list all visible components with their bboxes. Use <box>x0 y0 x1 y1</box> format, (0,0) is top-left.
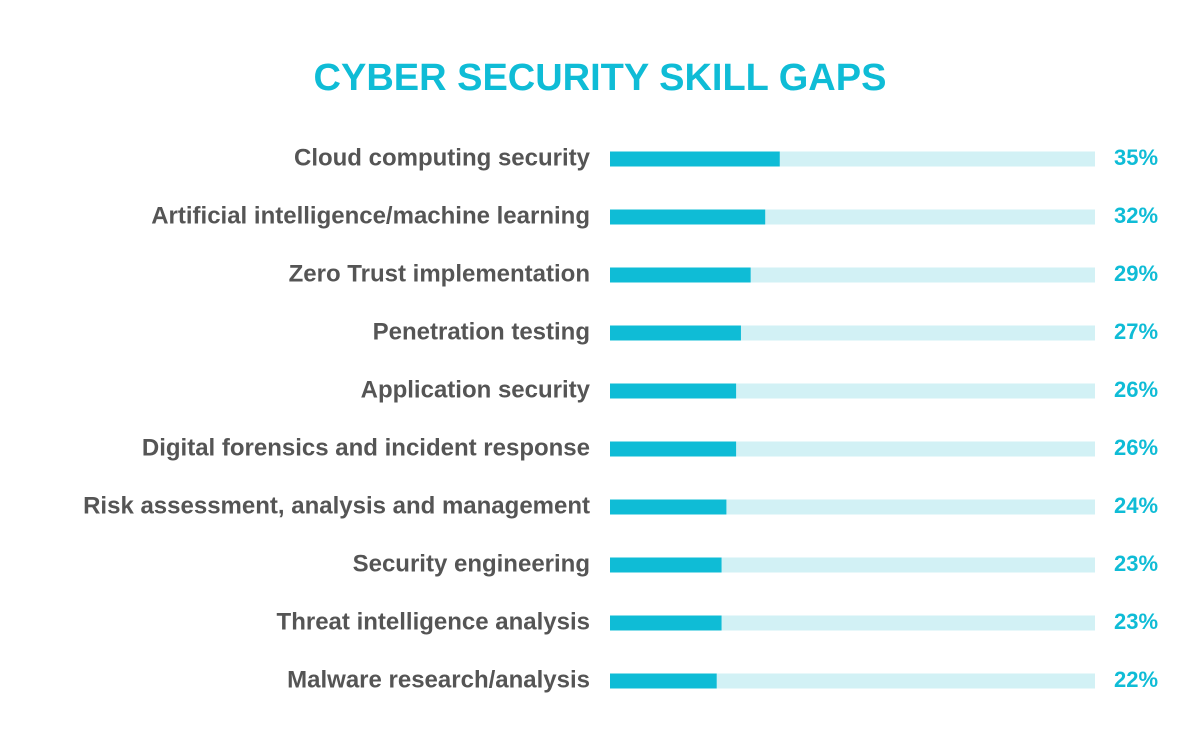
value-label: 26% <box>1114 377 1158 402</box>
bar-track <box>610 673 1095 689</box>
category-label: Penetration testing <box>373 318 590 345</box>
category-label: Malware research/analysis <box>287 666 590 693</box>
value-label: 23% <box>1114 551 1158 576</box>
category-label: Risk assessment, analysis and management <box>83 492 590 519</box>
value-label: 23% <box>1114 609 1158 634</box>
value-label: 32% <box>1114 203 1158 228</box>
category-label: Application security <box>361 376 591 403</box>
bar <box>610 267 751 283</box>
category-label: Threat intelligence analysis <box>277 608 590 635</box>
bar <box>610 557 722 573</box>
category-label: Zero Trust implementation <box>289 260 590 287</box>
bar <box>610 673 717 689</box>
bar-track <box>610 615 1095 631</box>
category-label: Artificial intelligence/machine learning <box>151 202 590 229</box>
value-label: 35% <box>1114 145 1158 170</box>
bar <box>610 615 722 631</box>
chart-title: CYBER SECURITY SKILL GAPS <box>314 57 887 99</box>
value-label: 29% <box>1114 261 1158 286</box>
value-label: 22% <box>1114 667 1158 692</box>
bar <box>610 209 766 225</box>
category-label: Cloud computing security <box>294 144 591 171</box>
bar <box>610 325 741 341</box>
category-label: Security engineering <box>353 550 590 577</box>
bar <box>610 441 737 457</box>
bar <box>610 499 727 515</box>
bar <box>610 383 737 399</box>
bar <box>610 151 780 167</box>
category-label: Digital forensics and incident response <box>142 434 590 461</box>
bar-track <box>610 499 1095 515</box>
value-label: 24% <box>1114 493 1158 518</box>
bar-track <box>610 557 1095 573</box>
value-label: 26% <box>1114 435 1158 460</box>
value-label: 27% <box>1114 319 1158 344</box>
